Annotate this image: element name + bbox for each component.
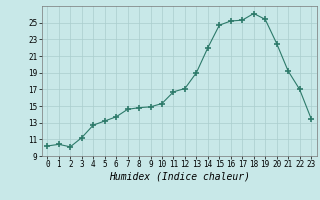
X-axis label: Humidex (Indice chaleur): Humidex (Indice chaleur) [109, 172, 250, 182]
